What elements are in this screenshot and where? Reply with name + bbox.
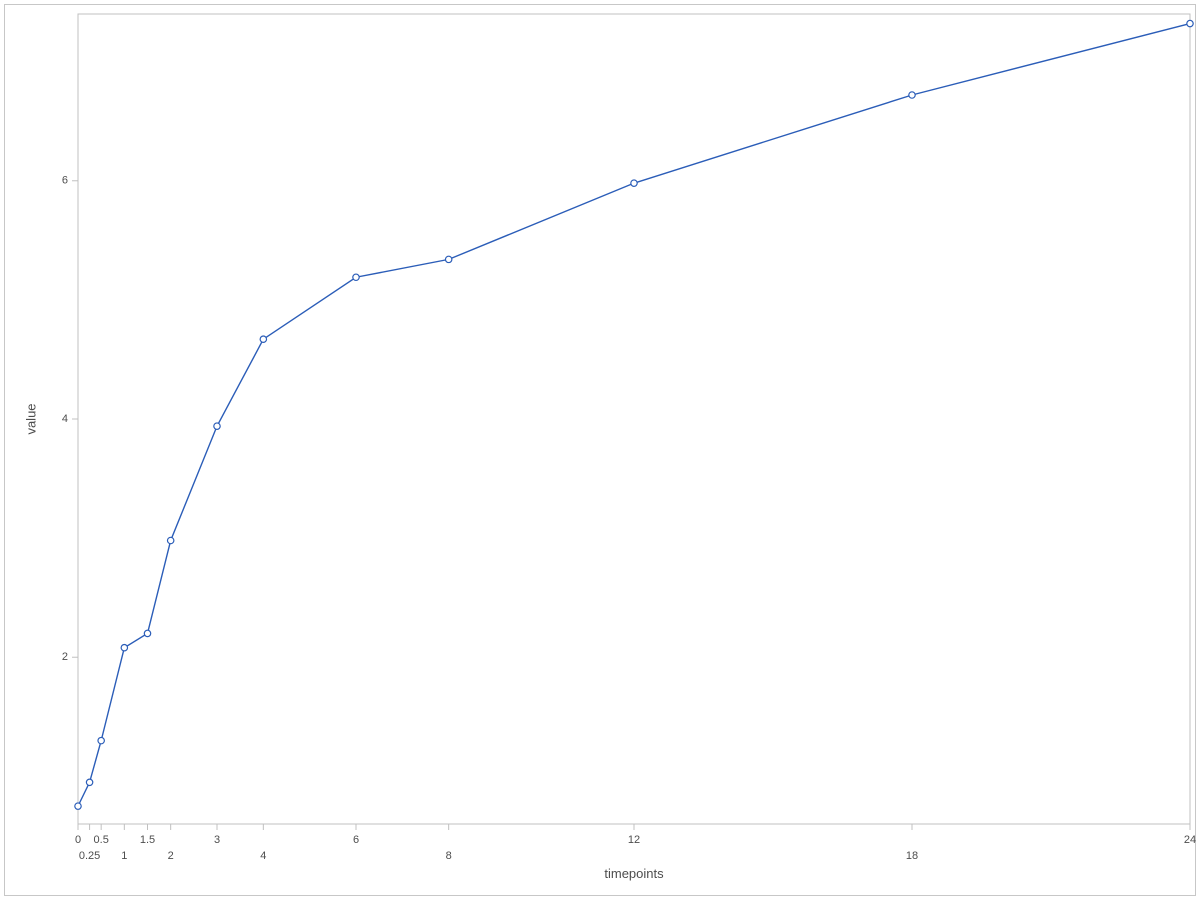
data-marker (1187, 20, 1193, 26)
x-tick-label: 2 (168, 850, 174, 862)
data-marker (167, 537, 173, 543)
data-marker (144, 630, 150, 636)
x-tick-label: 24 (1184, 834, 1196, 846)
x-axis-label: timepoints (604, 866, 664, 881)
data-marker (909, 92, 915, 98)
x-tick-label: 0.5 (94, 834, 109, 846)
data-marker (445, 256, 451, 262)
data-marker (631, 180, 637, 186)
x-tick-label: 3 (214, 834, 220, 846)
plot-area (78, 14, 1190, 824)
y-tick-label: 6 (62, 175, 68, 187)
x-tick-label: 4 (260, 850, 266, 862)
data-marker (98, 737, 104, 743)
x-tick-label: 1.5 (140, 834, 155, 846)
data-marker (86, 779, 92, 785)
data-marker (353, 274, 359, 280)
x-tick-label: 18 (906, 850, 918, 862)
data-marker (75, 803, 81, 809)
data-marker (121, 645, 127, 651)
chart-container: 246value00.51.53612240.25124818timepoint… (0, 0, 1200, 900)
x-tick-label: 12 (628, 834, 640, 846)
y-axis-label: value (23, 403, 38, 434)
x-tick-label: 0.25 (79, 850, 100, 862)
x-tick-label: 1 (121, 850, 127, 862)
y-tick-label: 4 (62, 413, 68, 425)
x-tick-label: 8 (446, 850, 452, 862)
data-marker (260, 336, 266, 342)
x-tick-label: 0 (75, 834, 81, 846)
line-chart: 246value00.51.53612240.25124818timepoint… (0, 0, 1200, 900)
y-tick-label: 2 (62, 651, 68, 663)
x-tick-label: 6 (353, 834, 359, 846)
data-marker (214, 423, 220, 429)
